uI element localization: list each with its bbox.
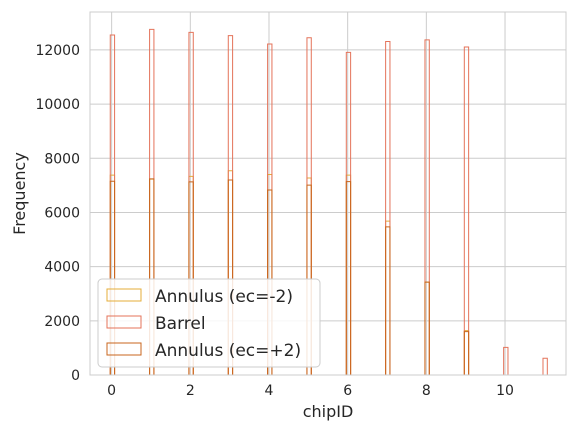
- histogram-bar: [385, 226, 391, 375]
- x-tick-label: 0: [107, 383, 116, 399]
- legend-swatch: [106, 342, 142, 356]
- x-tick-label: 10: [496, 383, 514, 399]
- legend-entry: Annulus (ec=-2): [155, 287, 293, 307]
- legend-swatch: [106, 315, 142, 329]
- plot-frame: [89, 11, 567, 376]
- histogram-bar: [109, 180, 116, 375]
- histogram-bar: [345, 51, 352, 375]
- y-axis-label: Frequency: [10, 152, 29, 235]
- y-tick-label: 8000: [44, 151, 80, 167]
- x-tick-label: 2: [186, 383, 195, 399]
- y-tick-label: 10000: [35, 97, 80, 113]
- legend-swatch: [106, 288, 142, 302]
- x-axis-label: chipID: [303, 402, 354, 421]
- grid-lines: [90, 12, 566, 376]
- y-tick-label: 0: [71, 368, 80, 384]
- histogram-bars: [109, 28, 548, 375]
- y-tick-label: 12000: [35, 43, 80, 59]
- histogram-bar: [503, 346, 509, 375]
- histogram-bar: [385, 41, 391, 375]
- legend-entry: Barrel: [155, 314, 206, 334]
- y-tick-label: 4000: [44, 260, 80, 276]
- y-tick-label: 6000: [44, 205, 80, 221]
- histogram-bar: [345, 181, 352, 375]
- histogram-bar: [385, 220, 391, 375]
- histogram-bar: [463, 331, 470, 375]
- histogram-bar: [188, 181, 194, 375]
- x-tick-label: 6: [343, 383, 352, 399]
- histogram-bar: [463, 46, 470, 375]
- legend-box: [97, 278, 321, 368]
- y-tick-label: 2000: [44, 314, 80, 330]
- histogram-bar: [149, 178, 155, 375]
- histogram-bar: [463, 330, 470, 375]
- histogram-bar: [424, 39, 430, 375]
- x-tick-label: 4: [265, 383, 274, 399]
- legend: Annulus (ec=-2) Barrel Annulus (ec=+2): [97, 278, 321, 368]
- legend-entry: Annulus (ec=+2): [155, 341, 301, 361]
- histogram-bar: [345, 174, 352, 375]
- histogram-bar: [227, 179, 234, 375]
- histogram-bar: [542, 357, 548, 375]
- histogram-bar: [424, 281, 430, 375]
- x-tick-label: 8: [422, 383, 431, 399]
- histogram-bar: [424, 281, 430, 375]
- tick-labels: 0 2 4 6 8 10 0 2000 4000 6000 8000 10000 12000: [35, 43, 513, 399]
